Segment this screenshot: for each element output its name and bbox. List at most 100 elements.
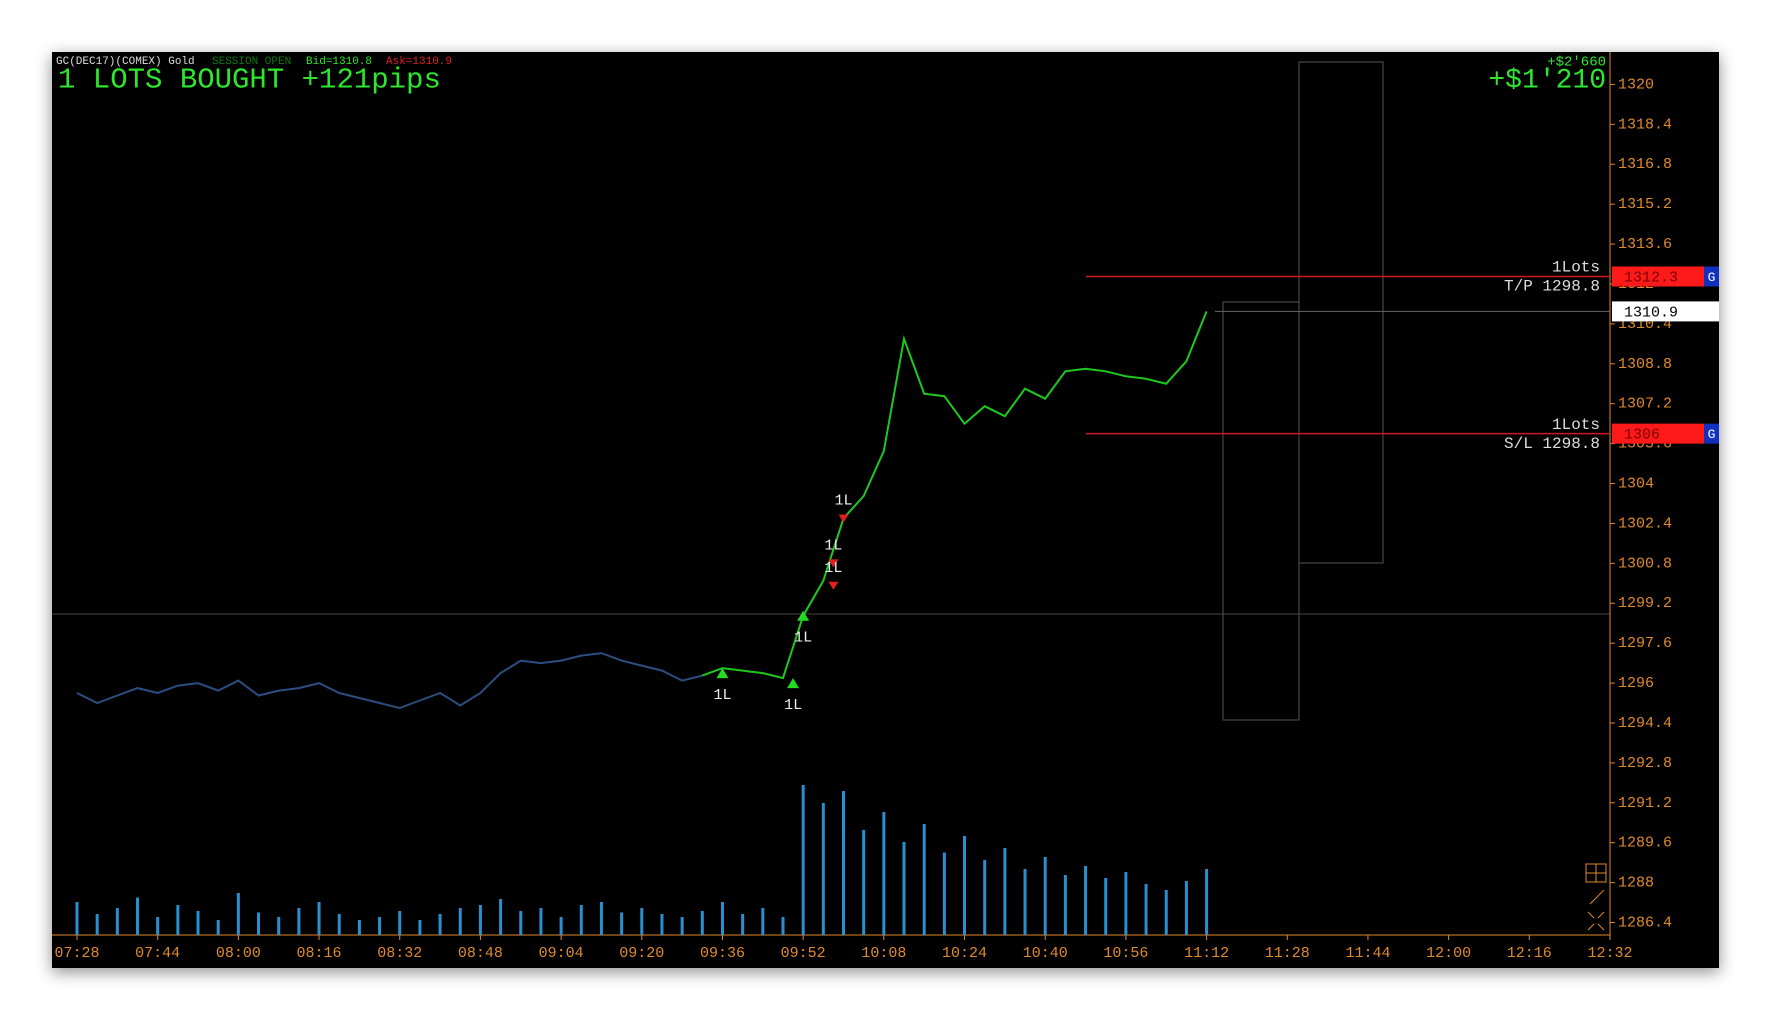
volume-bar — [963, 836, 967, 935]
x-tick-label: 08:16 — [297, 945, 342, 962]
y-tick-label: 1318.4 — [1618, 116, 1672, 133]
volume-bar — [801, 785, 805, 935]
x-tick-label: 09:04 — [539, 945, 584, 962]
y-tick-label: 1302.4 — [1618, 515, 1672, 532]
x-tick-label: 08:48 — [458, 945, 503, 962]
volume-bar — [458, 908, 462, 935]
volume-bar — [1063, 875, 1067, 935]
y-tick-label: 1320 — [1618, 76, 1654, 93]
x-tick-label: 08:32 — [377, 945, 422, 962]
volume-bar — [761, 908, 765, 935]
volume-bar — [216, 920, 220, 935]
volume-bar — [1184, 881, 1188, 935]
volume-bar — [418, 920, 422, 935]
volume-bar — [1164, 890, 1168, 935]
y-tick-label: 1297.6 — [1618, 635, 1672, 652]
order-label: T/P 1298.8 — [1504, 278, 1600, 296]
volume-bar — [236, 893, 240, 935]
volume-bar — [559, 917, 563, 935]
x-tick-label: 11:12 — [1184, 945, 1229, 962]
x-tick-label: 10:24 — [942, 945, 987, 962]
trade-label: 1L — [784, 697, 802, 714]
order-price: 1312.3 — [1624, 269, 1678, 286]
price-line — [76, 652, 703, 710]
trade-label: 1L — [824, 560, 842, 577]
order-lots: 1Lots — [1552, 416, 1600, 434]
volume-bar — [821, 803, 825, 935]
trade-marker — [828, 581, 839, 590]
order-tag — [1612, 423, 1704, 444]
y-tick-label: 1296 — [1618, 675, 1654, 692]
order-g-box — [1704, 423, 1719, 444]
volume-bar — [1003, 848, 1007, 935]
volume-bar — [378, 917, 382, 935]
volume-bar — [579, 905, 583, 935]
expand-icon[interactable] — [1587, 911, 1605, 931]
dom-box — [1298, 61, 1384, 564]
trade-marker — [828, 559, 839, 568]
volume-bar — [1043, 857, 1047, 935]
x-tick-label: 09:20 — [619, 945, 664, 962]
volume-bar — [75, 902, 79, 935]
ask: Ask=1310.9 — [386, 56, 452, 68]
volume-bar — [942, 852, 946, 935]
x-tick-label: 12:16 — [1507, 945, 1552, 962]
y-tick-label: 1308.8 — [1618, 356, 1672, 373]
volume-bar — [357, 920, 361, 935]
instrument: GC(DEC17)(COMEX) Gold — [56, 56, 195, 68]
last-price-label: 1310.9 — [1624, 304, 1678, 321]
y-tick-label: 1292.8 — [1618, 755, 1672, 772]
x-tick-label: 10:56 — [1103, 945, 1148, 962]
volume-bar — [902, 842, 906, 935]
volume-bar — [741, 914, 745, 935]
x-tick-label: 07:44 — [135, 945, 180, 962]
x-tick-label: 10:40 — [1023, 945, 1068, 962]
volume-bar — [983, 860, 987, 935]
order-price: 1306 — [1624, 427, 1660, 444]
volume-bar — [842, 791, 845, 935]
y-tick-label: 1315.2 — [1618, 196, 1672, 213]
trade-label: 1L — [713, 687, 731, 704]
order-tag — [1612, 266, 1704, 287]
y-tick-label: 1316.8 — [1618, 156, 1672, 173]
volume-bar — [297, 908, 301, 935]
volume-bar — [1104, 878, 1108, 935]
pencil-icon[interactable] — [1589, 889, 1605, 905]
y-tick-label: 1307.2 — [1618, 396, 1672, 413]
volume-bar — [438, 914, 442, 935]
volume-bar — [156, 917, 160, 935]
chart-frame — [52, 52, 1719, 968]
y-tick-label: 1304 — [1618, 475, 1654, 492]
volume-bar — [1205, 869, 1209, 935]
volume-bar — [1023, 869, 1027, 935]
trade-marker — [797, 610, 810, 621]
volume-bar — [257, 912, 261, 935]
trade-label: 1L — [794, 630, 812, 647]
volume-bar — [539, 908, 543, 935]
x-tick-label: 09:52 — [781, 945, 826, 962]
y-tick-label: 1288 — [1618, 875, 1654, 892]
y-tick-label: 1289.6 — [1618, 835, 1672, 852]
chart-title: 1 LOTS BOUGHT +121pips — [58, 64, 441, 97]
volume-bar — [680, 917, 684, 935]
volume-bar — [1144, 884, 1148, 935]
trade-marker — [787, 678, 800, 689]
tool-icons[interactable] — [1585, 863, 1607, 931]
order-tag-label: G — [1708, 270, 1716, 285]
volume-bar — [700, 911, 704, 935]
y-tick-label: 1286.4 — [1618, 914, 1672, 931]
volume-bar — [115, 908, 119, 935]
y-tick-label: 1294.4 — [1618, 715, 1672, 732]
volume-bar — [136, 897, 140, 935]
x-tick-label: 08:00 — [216, 945, 261, 962]
x-tick-label: 12:32 — [1587, 945, 1632, 962]
x-tick-label: 10:08 — [861, 945, 906, 962]
session: SESSION OPEN — [212, 56, 291, 68]
volume-bar — [277, 917, 281, 935]
trade-marker — [838, 514, 849, 523]
order-lots: 1Lots — [1552, 259, 1600, 277]
x-tick-label: 09:36 — [700, 945, 745, 962]
volume-bar — [620, 912, 624, 935]
